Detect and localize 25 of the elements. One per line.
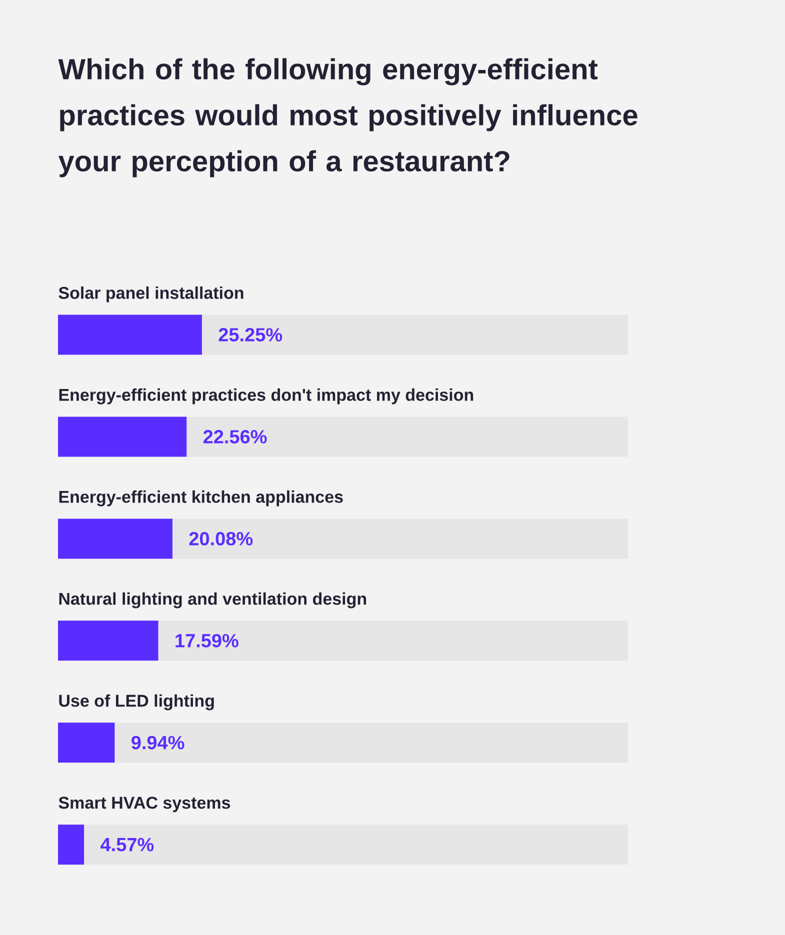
y-tick-label: Energy-efficient practices don't impact my decision [59, 388, 474, 404]
y-tick-label: Natural lighting and ventilation design [59, 592, 366, 608]
chart-title: Which of the following energy-efficient practices would most positively influence your perception of a restaurant? [58, 58, 638, 178]
bar [58, 518, 172, 559]
bar [58, 620, 158, 661]
data-label: 25.25% [218, 328, 282, 342]
bar [84, 824, 628, 865]
y-tick-label: Smart HVAC systems [58, 796, 230, 812]
bar [58, 824, 84, 865]
bar [186, 416, 628, 457]
y-tick-label: Solar panel installation [58, 286, 244, 302]
y-tick-label: Energy-efficient kitchen appliances [59, 490, 343, 506]
y-tick-label: Use of LED lighting [59, 694, 214, 710]
data-label: 22.56% [203, 430, 267, 444]
data-label: 17.59% [176, 634, 238, 648]
bar [58, 722, 115, 763]
data-label: 9.94% [132, 736, 184, 750]
bar [58, 416, 187, 457]
data-label: 4.57% [100, 838, 154, 852]
data-label: 20.08% [189, 532, 253, 546]
bar [202, 314, 628, 355]
bar [158, 620, 628, 661]
bar [172, 518, 628, 559]
bar [114, 722, 628, 763]
bar [58, 314, 202, 355]
